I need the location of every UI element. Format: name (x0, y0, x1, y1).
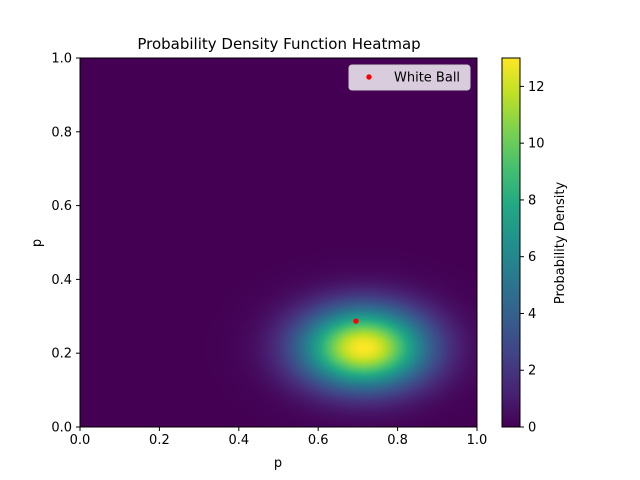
colorbar-tick-label: 10 (528, 137, 545, 152)
y-tick-label: 1.0 (51, 52, 72, 67)
legend-box (348, 64, 471, 91)
y-tick-label: 0.2 (51, 347, 72, 362)
y-tick-label: 0.8 (51, 125, 72, 140)
y-tick-label: 0.0 (51, 421, 72, 436)
y-axis-ticks: 0.0 0.2 0.4 0.6 0.8 1.0 (51, 52, 80, 436)
colorbar: 0 2 4 6 8 10 12 Probability Density (501, 57, 568, 436)
x-tick-label: 0.4 (228, 433, 249, 448)
x-axis-ticks: 0.0 0.2 0.4 0.6 0.8 1.0 (70, 427, 488, 448)
x-tick-label: 0.2 (149, 433, 170, 448)
colorbar-tick-label: 6 (528, 250, 536, 265)
colorbar-tick-label: 8 (528, 193, 536, 208)
y-tick-label: 0.6 (51, 199, 72, 214)
x-tick-label: 0.6 (308, 433, 329, 448)
legend-marker (366, 74, 372, 80)
y-axis-label: p (30, 239, 45, 247)
x-axis-label: p (274, 456, 282, 471)
x-tick-label: 0.8 (387, 433, 408, 448)
legend: White Ball (348, 64, 471, 91)
colorbar-tick-label: 0 (528, 421, 536, 436)
colorbar-label: Probability Density (553, 182, 568, 305)
heatmap-area (79, 57, 478, 428)
colorbar-tick-label: 4 (528, 307, 536, 322)
colorbar-tick-label: 12 (528, 80, 545, 95)
white-ball-marker (353, 318, 359, 324)
plot-frame (79, 57, 478, 428)
y-tick-label: 0.4 (51, 273, 72, 288)
heatmap-image (80, 58, 477, 427)
colorbar-gradient (501, 57, 521, 428)
x-tick-label: 1.0 (467, 433, 488, 448)
chart-title: Probability Density Function Heatmap (137, 35, 420, 53)
colorbar-ticks: 0 2 4 6 8 10 12 (520, 80, 545, 436)
legend-label: White Ball (394, 71, 460, 86)
colorbar-tick-label: 2 (528, 364, 536, 379)
x-tick-label: 0.0 (70, 433, 91, 448)
